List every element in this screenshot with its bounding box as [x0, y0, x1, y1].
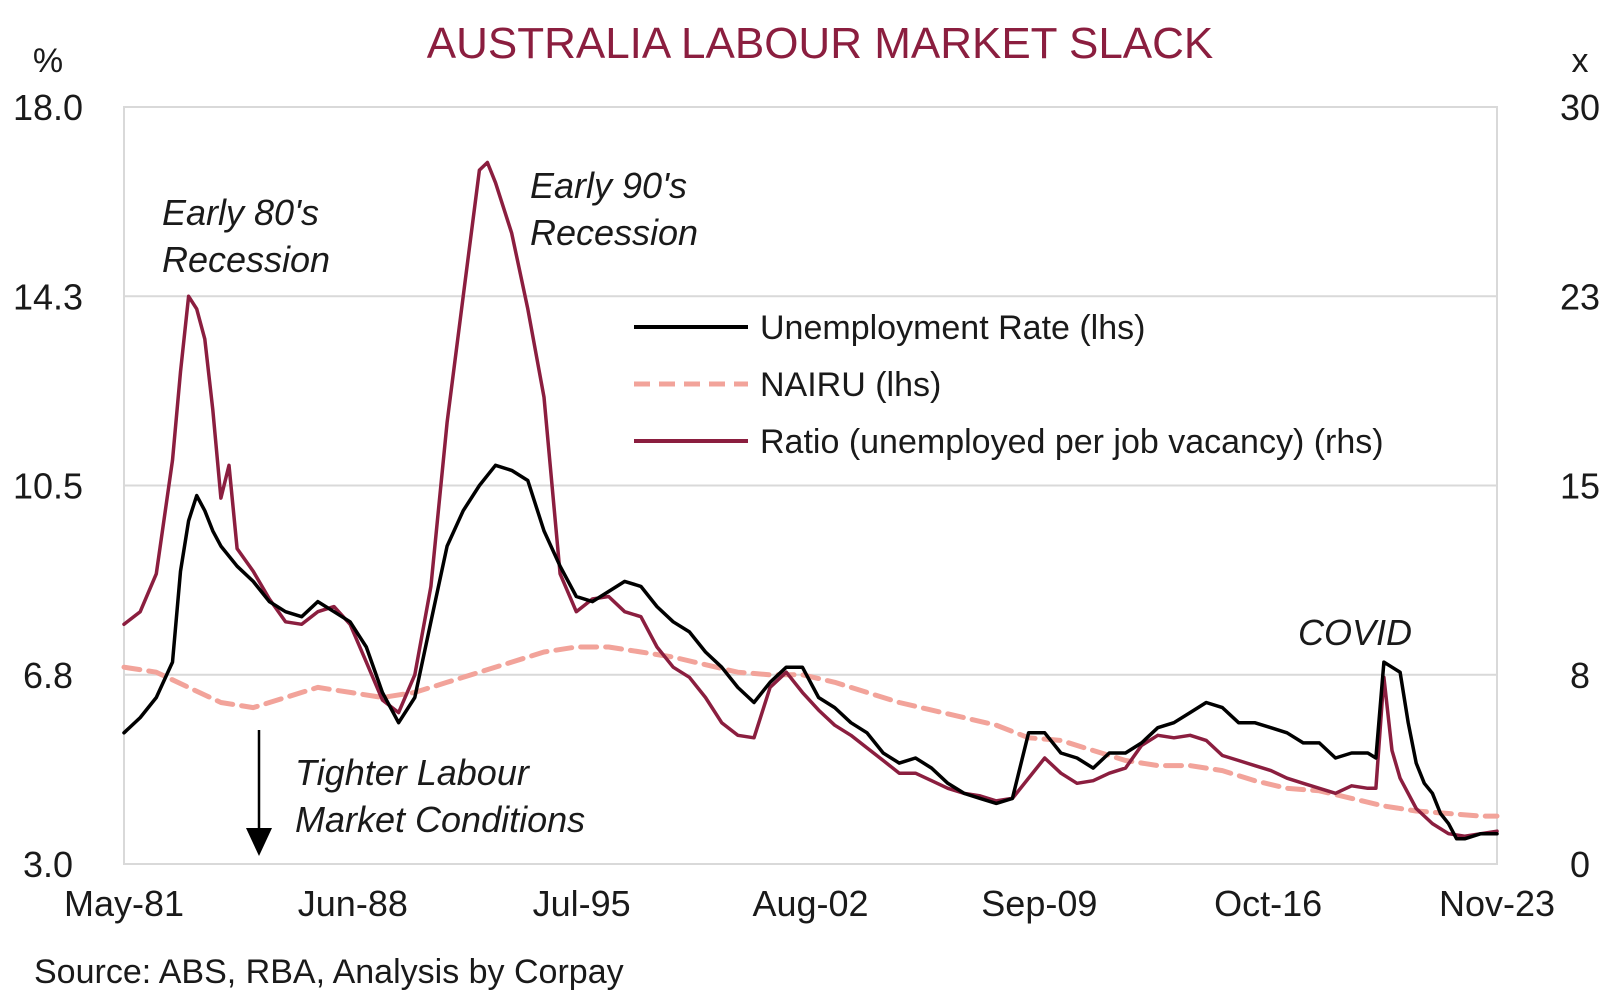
- annotation-early-80s-line2: Recession: [162, 239, 330, 280]
- x-tick-label-6: Nov-23: [1439, 883, 1555, 924]
- x-tick-label-2: Jul-95: [533, 883, 631, 924]
- annotation-tighter-labour: Tighter Labour Market Conditions: [246, 730, 585, 856]
- axis-tick-labels: 3.0 6.8 10.5 14.3 18.0 0 8 15 23 30 May-81 Jun-88 Ju…: [13, 87, 1600, 924]
- annotation-tighter-line1: Tighter Labour: [295, 752, 531, 793]
- annotation-early-80s: Early 80's Recession: [162, 192, 330, 280]
- x-tick-label-0: May-81: [64, 883, 184, 924]
- right-tick-label-1: 8: [1570, 655, 1590, 696]
- down-arrow-icon: [246, 828, 272, 856]
- x-tick-label-5: Oct-16: [1214, 883, 1322, 924]
- plot-frame: [123, 106, 1498, 865]
- right-tick-label-4: 30: [1560, 87, 1600, 128]
- right-tick-label-0: 0: [1570, 844, 1590, 885]
- left-tick-label-3: 14.3: [13, 276, 83, 317]
- chart-title: AUSTRALIA LABOUR MARKET SLACK: [427, 19, 1214, 68]
- x-tick-label-1: Jun-88: [298, 883, 408, 924]
- annotation-tighter-line2: Market Conditions: [295, 799, 585, 840]
- series-lines: [121, 160, 1500, 841]
- legend-item-nairu: NAIRU (lhs): [634, 366, 941, 404]
- series-ratio: [122, 160, 1499, 838]
- legend: Unemployment Rate (lhs) NAIRU (lhs) Rati…: [634, 309, 1384, 461]
- legend-label-unemployment: Unemployment Rate (lhs): [760, 309, 1145, 347]
- legend-item-ratio: Ratio (unemployed per job vacancy) (rhs): [634, 423, 1384, 461]
- left-tick-label-0: 3.0: [23, 844, 73, 885]
- annotation-early-90s-line1: Early 90's: [530, 165, 687, 206]
- left-tick-label-4: 18.0: [13, 87, 83, 128]
- x-tick-label-4: Sep-09: [981, 883, 1097, 924]
- annotation-early-90s-line2: Recession: [530, 212, 698, 253]
- series-unemployment-rate: [122, 463, 1499, 841]
- legend-label-ratio: Ratio (unemployed per job vacancy) (rhs): [760, 423, 1384, 461]
- annotation-early-80s-line1: Early 80's: [162, 192, 319, 233]
- grid-lines: [124, 106, 1497, 865]
- left-axis-unit: %: [33, 42, 63, 80]
- legend-label-nairu: NAIRU (lhs): [760, 366, 941, 404]
- left-tick-label-2: 10.5: [13, 466, 83, 507]
- x-tick-label-3: Aug-02: [752, 883, 868, 924]
- source-note: Source: ABS, RBA, Analysis by Corpay: [34, 953, 624, 991]
- annotation-covid-line1: COVID: [1298, 612, 1412, 653]
- right-tick-label-3: 23: [1560, 276, 1600, 317]
- left-tick-label-1: 6.8: [23, 655, 73, 696]
- legend-item-unemployment: Unemployment Rate (lhs): [634, 309, 1145, 347]
- series-nairu: [121, 644, 1500, 819]
- right-tick-label-2: 15: [1560, 466, 1600, 507]
- annotation-early-90s: Early 90's Recession: [530, 165, 698, 253]
- right-axis-unit: x: [1572, 42, 1589, 80]
- annotation-covid: COVID: [1298, 612, 1412, 653]
